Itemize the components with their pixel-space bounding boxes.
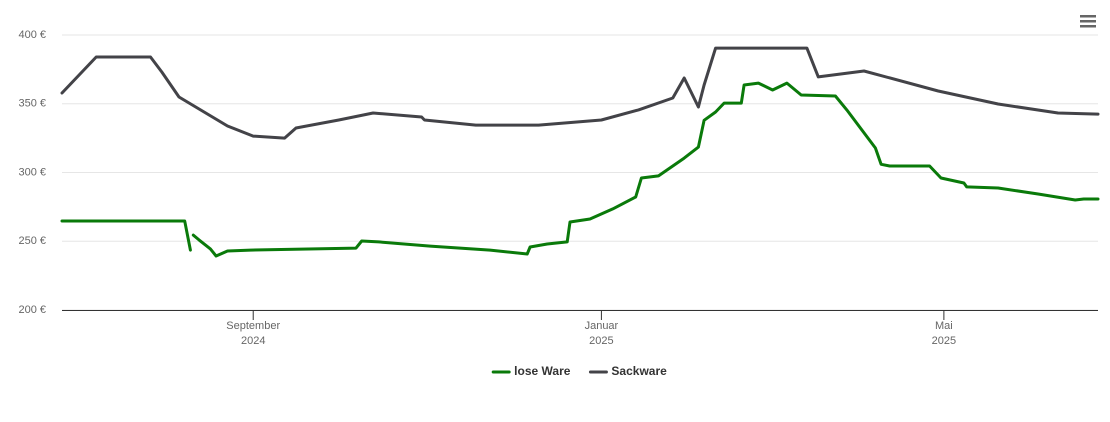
x-tick-label: Mai xyxy=(935,320,953,332)
y-tick-label: 300 € xyxy=(18,166,46,178)
legend: lose Ware Sackware xyxy=(491,364,667,378)
y-tick-label: 200 € xyxy=(18,304,46,316)
legend-item[interactable]: lose Ware xyxy=(491,364,571,378)
legend-label: lose Ware xyxy=(514,364,571,378)
x-tick-label: 2025 xyxy=(932,335,956,347)
x-tick-label: September xyxy=(226,320,280,332)
y-tick-label: 350 € xyxy=(18,98,46,110)
menu-bar xyxy=(1080,20,1096,23)
x-tick-label: 2025 xyxy=(589,335,613,347)
menu-button[interactable] xyxy=(1080,15,1096,28)
series-line xyxy=(60,81,1100,258)
series-line xyxy=(60,46,1100,140)
x-tick-label: 2024 xyxy=(241,335,265,347)
y-tick-label: 250 € xyxy=(18,235,46,247)
legend-label: Sackware xyxy=(611,364,667,378)
x-tick-label: Januar xyxy=(585,320,619,332)
menu-bar xyxy=(1080,15,1096,18)
menu-bar xyxy=(1080,25,1096,28)
y-tick-label: 400 € xyxy=(18,29,46,41)
legend-item[interactable]: Sackware xyxy=(588,364,667,378)
